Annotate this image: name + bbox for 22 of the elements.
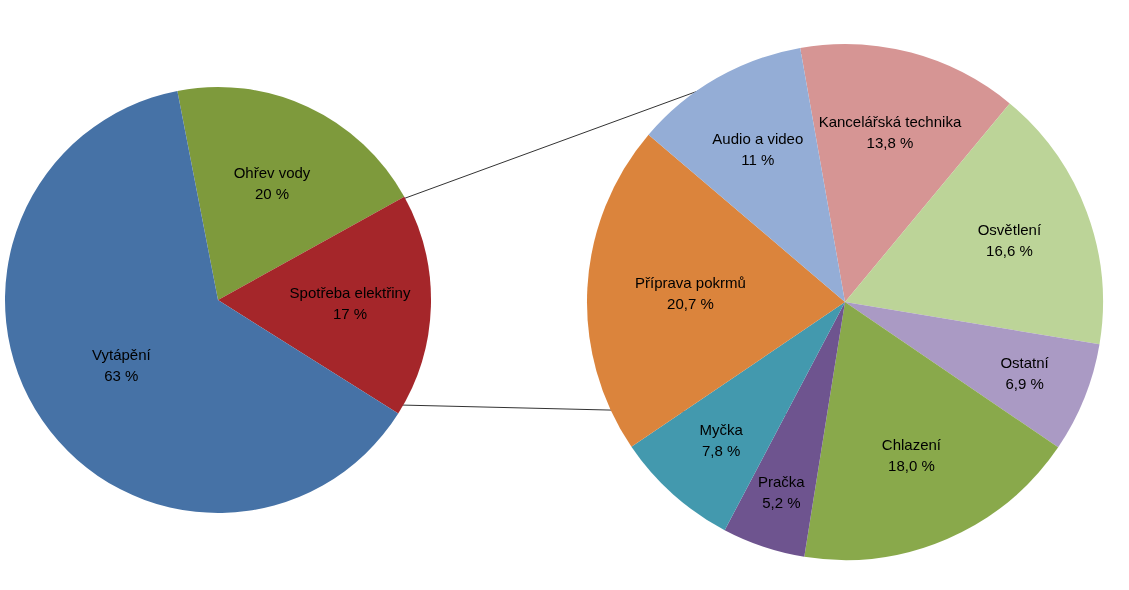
data-label: 63 % (104, 367, 139, 385)
data-label: 20 % (254, 185, 290, 203)
data-label: 17 % (332, 304, 368, 322)
slice-label: Osvětlení (977, 220, 1042, 238)
slice-label: Kancelářská technika (818, 112, 962, 130)
data-label: 18,0 % (888, 457, 935, 475)
slice-label: Chlazení (881, 436, 942, 454)
slice-label: Příprava pokrmů (634, 273, 746, 291)
slice-label: Ostatní (1000, 354, 1050, 372)
slice-label: Vytápění (92, 346, 152, 364)
slice-label: Pračka (758, 473, 806, 491)
data-label: 6,9 % (1005, 375, 1044, 393)
data-label: 5,2 % (762, 494, 801, 512)
data-label: 13,8 % (866, 133, 914, 151)
data-label: 11 % (741, 150, 775, 168)
data-label: 7,8 % (701, 441, 741, 459)
data-label: 16,6 % (986, 241, 1033, 259)
slice-label: Myčka (699, 420, 744, 438)
slice-label: Spotřeba elektřiny (289, 283, 411, 301)
slice-label: Ohřev vody (233, 164, 311, 182)
data-label: 20,7 % (667, 294, 714, 312)
slice-label: Audio a video (712, 129, 804, 147)
